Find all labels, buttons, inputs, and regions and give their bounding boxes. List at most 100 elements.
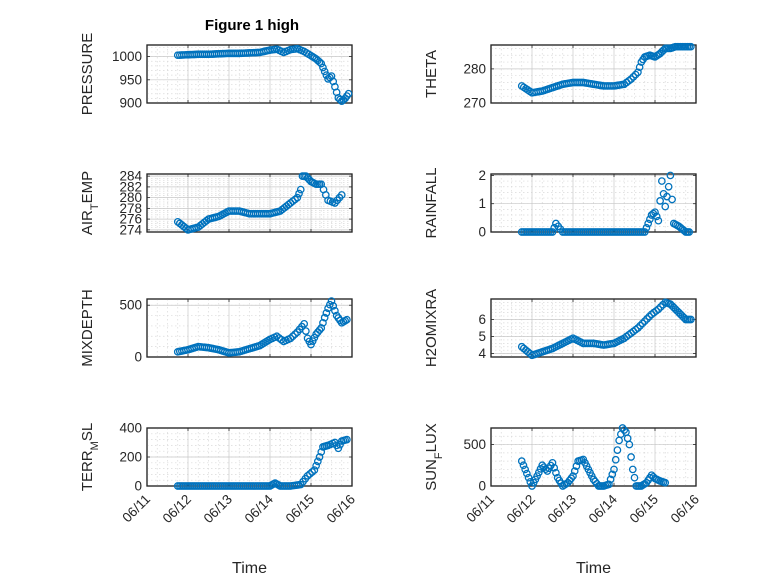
data-point	[651, 208, 659, 217]
x-tick-label: 06/14	[586, 491, 621, 526]
data-point	[293, 193, 302, 202]
y-tick-label: 400	[119, 421, 142, 436]
data-point	[315, 58, 324, 66]
data-point	[627, 75, 635, 83]
y-tick-label: 274	[119, 222, 142, 237]
x-tick-label: 06/13	[545, 492, 580, 527]
y-tick-label: 5	[478, 329, 486, 344]
data-point	[646, 215, 654, 224]
y-tick-label: 4	[478, 346, 486, 361]
data-point	[317, 324, 326, 332]
y-tick-label: 280	[463, 61, 486, 76]
figure-title: Figure 1 high	[205, 17, 299, 34]
data-point	[315, 453, 324, 461]
data-point	[687, 315, 695, 324]
axes-frame	[146, 173, 353, 233]
axes-frame	[490, 44, 697, 104]
subplot-pressure: 900 950 1000 PRESSURE	[79, 33, 353, 115]
x-axis-label: Time	[576, 560, 611, 577]
x-tick-label: 06/15	[627, 492, 662, 527]
data-point	[687, 42, 695, 51]
subplot-theta: 270 280 THETA	[423, 42, 697, 111]
y-tick-label: 0	[478, 225, 486, 240]
y-tick-label: 2	[478, 168, 486, 183]
data-point	[664, 182, 673, 191]
data-point	[312, 461, 320, 470]
data-point	[317, 59, 326, 68]
data-point	[322, 309, 331, 317]
y-axis-label: MIXDEPTH	[79, 289, 96, 367]
data-point	[552, 468, 560, 477]
data-point	[523, 469, 531, 478]
data-point	[202, 216, 211, 225]
data-point	[652, 212, 661, 221]
data-point	[661, 202, 670, 211]
data-point	[567, 474, 576, 483]
data-point	[661, 478, 670, 487]
data-point	[610, 465, 618, 474]
data-point	[548, 228, 557, 236]
y-tick-label: 500	[119, 298, 142, 313]
axes-frame	[490, 173, 697, 233]
y-axis-label: SUNFLUX	[423, 423, 445, 491]
data-point	[654, 216, 663, 225]
x-tick-label: 06/16	[324, 492, 359, 527]
data-point	[627, 453, 635, 461]
axes-frame	[490, 298, 697, 358]
x-tick-label: 06/14	[242, 491, 277, 526]
data-point	[643, 315, 651, 323]
data-point	[550, 463, 559, 472]
data-point	[570, 467, 579, 475]
data-point	[656, 303, 665, 311]
axes-frame	[146, 44, 353, 104]
data-point	[521, 465, 530, 474]
data-point	[620, 426, 629, 434]
data-point	[295, 189, 303, 198]
y-tick-label: 0	[478, 479, 486, 494]
x-tick-label: 06/11	[463, 492, 497, 526]
data-point	[296, 185, 305, 194]
data-point	[611, 455, 620, 464]
data-point	[337, 191, 346, 199]
data-point	[291, 330, 299, 339]
x-tick-label: 06/16	[668, 492, 703, 527]
y-tick-label: 500	[463, 437, 486, 452]
data-point	[329, 302, 338, 310]
data-point	[533, 472, 541, 480]
data-point	[631, 70, 640, 79]
data-point	[303, 471, 312, 480]
subplot-h2omixra: 4 5 6 H2OMIXRA	[423, 289, 697, 367]
data-point	[613, 446, 622, 454]
data-point	[569, 472, 577, 480]
y-tick-label: 284	[119, 169, 142, 184]
y-tick-label: 276	[119, 212, 142, 227]
data-point	[635, 63, 644, 72]
data-point	[666, 171, 675, 180]
data-point	[628, 465, 637, 474]
y-tick-label: 1	[478, 196, 486, 211]
y-axis-label: TERRMSL	[79, 423, 101, 491]
data-point	[606, 475, 615, 484]
data-point	[642, 223, 651, 232]
data-point	[308, 468, 316, 476]
y-tick-label: 200	[119, 450, 142, 465]
data-point	[634, 324, 642, 332]
axes-frame	[146, 298, 353, 358]
data-point	[680, 226, 688, 235]
data-point	[645, 312, 654, 321]
y-axis-label: AIRTEMP	[79, 171, 101, 235]
x-tick-label: 06/15	[283, 492, 318, 527]
data-point	[306, 470, 314, 478]
data-point	[644, 219, 653, 228]
y-tick-label: 280	[119, 190, 142, 205]
data-point	[517, 457, 526, 465]
y-axis-label: THETA	[423, 50, 440, 98]
data-point	[524, 473, 533, 482]
data-point	[310, 466, 319, 474]
data-point	[608, 470, 617, 479]
data-point	[605, 480, 613, 489]
x-tick-label: 06/11	[119, 492, 153, 526]
